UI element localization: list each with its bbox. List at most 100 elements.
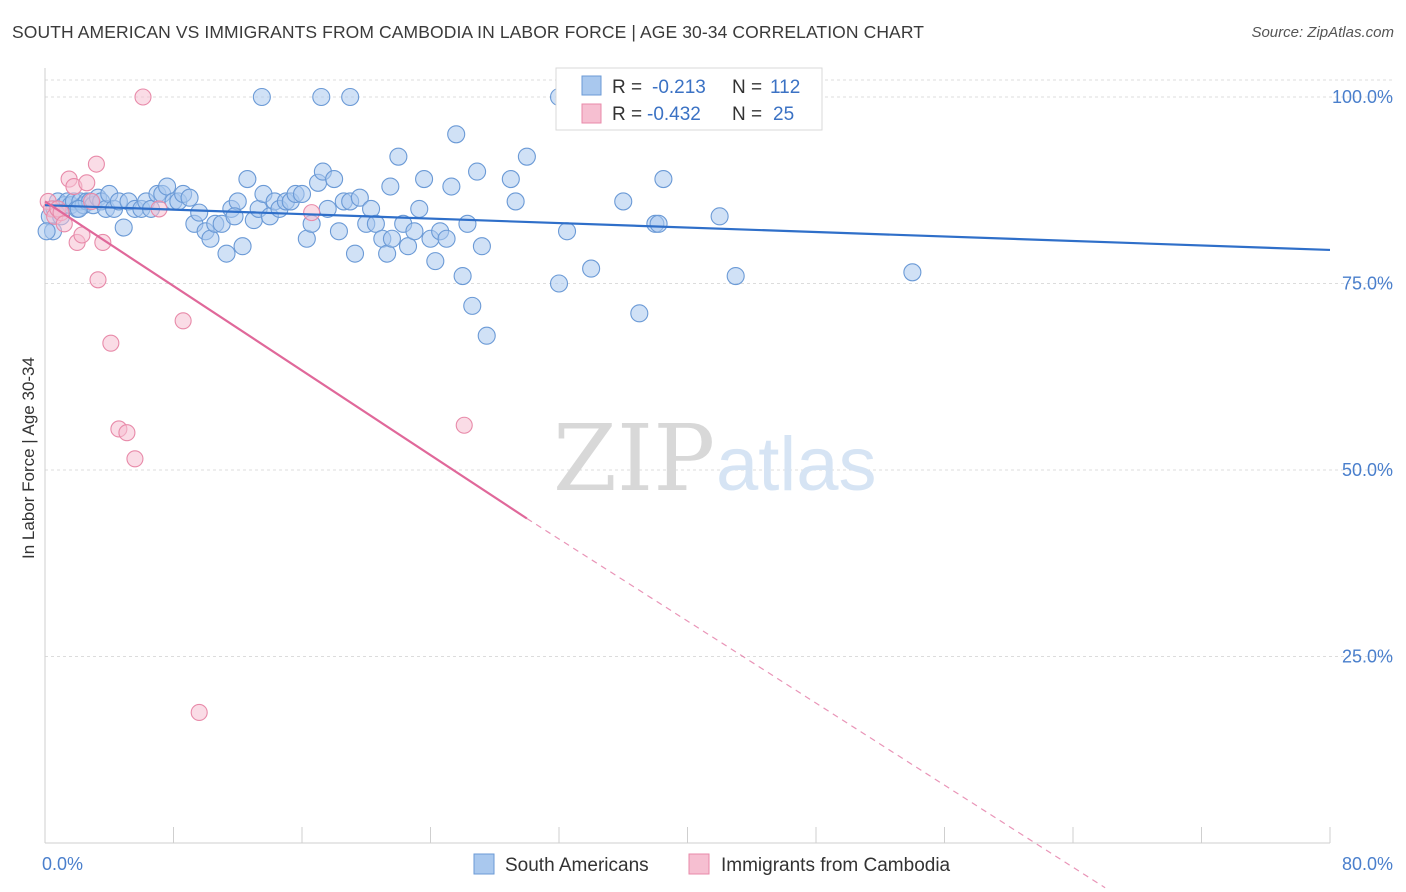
data-point	[389, 147, 408, 166]
data-point	[83, 192, 101, 210]
y-tick-label: 50.0%	[1342, 460, 1393, 480]
data-point	[238, 170, 257, 189]
data-point	[180, 188, 199, 207]
chart-title: SOUTH AMERICAN VS IMMIGRANTS FROM CAMBOD…	[12, 22, 925, 42]
data-point	[252, 87, 271, 107]
data-point	[69, 199, 88, 218]
bottom-legend-swatch-pink	[688, 853, 710, 875]
data-point	[225, 207, 244, 226]
data-point	[447, 125, 466, 144]
y-tick-label: 25.0%	[1342, 647, 1393, 667]
data-point	[726, 266, 745, 286]
data-point	[458, 214, 477, 233]
data-point	[329, 222, 348, 241]
y-tick-label: 75.0%	[1342, 274, 1393, 294]
data-point	[158, 177, 177, 196]
data-point	[649, 214, 668, 233]
data-point	[89, 271, 107, 289]
data-point	[630, 304, 649, 323]
data-point	[426, 252, 445, 271]
legend-n-label: N =	[732, 77, 762, 98]
data-point	[442, 177, 461, 196]
bottom-legend-swatch-blue	[473, 853, 495, 875]
trend-line-cambodia	[44, 200, 528, 520]
legend: R = -0.213 N = 112 R = -0.432 N = 25	[555, 67, 823, 131]
trend-lines	[44, 200, 1331, 889]
trend-line-cambodia-extension	[526, 517, 1106, 889]
series-immigrants-from-cambodia	[39, 88, 473, 722]
bottom-legend-label: South Americans	[505, 855, 649, 876]
data-point	[312, 87, 331, 107]
x-tick-label: 80.0%	[1342, 854, 1393, 874]
legend-r-label: R =	[612, 77, 642, 98]
data-point	[126, 450, 144, 468]
y-axis-label: In Labor Force | Age 30-34	[19, 357, 38, 559]
data-point	[517, 147, 536, 166]
data-point	[381, 177, 400, 196]
data-point	[557, 222, 577, 241]
y-tick-label: 100.0%	[1332, 87, 1393, 107]
legend-swatch-pink	[581, 103, 602, 124]
legend-n-label: N =	[732, 104, 762, 125]
data-point	[217, 244, 236, 263]
data-point	[134, 88, 152, 106]
source-label: Source: ZipAtlas.com	[1251, 24, 1394, 41]
watermark: ZIP atlas	[553, 405, 877, 512]
data-point	[87, 155, 105, 173]
data-point	[654, 170, 673, 189]
data-point	[453, 266, 472, 286]
data-point	[410, 199, 429, 218]
x-tick-label: 0.0%	[42, 854, 83, 874]
data-point	[114, 218, 133, 237]
data-point	[582, 259, 601, 278]
bottom-legend-label: Immigrants from Cambodia	[721, 855, 951, 876]
data-point	[345, 244, 365, 263]
data-point	[303, 204, 321, 222]
data-point	[102, 334, 120, 352]
data-point	[350, 188, 369, 207]
data-point	[190, 703, 208, 722]
data-point	[477, 326, 496, 345]
data-point	[174, 312, 192, 330]
data-point	[55, 215, 73, 233]
bottom-legend: South Americans Immigrants from Cambodia	[473, 853, 951, 876]
legend-n-value: 25	[773, 104, 794, 125]
data-point	[506, 192, 525, 211]
data-point	[549, 274, 569, 293]
watermark-atlas: atlas	[716, 422, 877, 507]
data-point	[614, 192, 633, 211]
x-tick-labels: 0.0% 80.0%	[42, 854, 1393, 874]
data-point	[325, 170, 344, 189]
data-point	[472, 237, 491, 256]
data-point	[382, 229, 402, 248]
data-point	[190, 203, 209, 222]
legend-r-value: -0.213	[652, 77, 706, 98]
data-point	[415, 170, 434, 189]
data-point	[118, 424, 136, 442]
data-point	[903, 263, 922, 282]
data-point	[710, 207, 729, 226]
data-point	[233, 237, 252, 256]
watermark-zip: ZIP	[553, 405, 715, 512]
data-point	[468, 162, 487, 181]
data-point	[398, 237, 418, 256]
data-point	[228, 192, 247, 211]
legend-r-value: -0.432	[647, 104, 701, 125]
data-point	[292, 184, 312, 204]
data-point	[78, 174, 96, 192]
grid-lines	[45, 79, 1395, 657]
data-point	[94, 233, 112, 252]
legend-swatch-blue	[581, 75, 602, 96]
data-point	[341, 87, 360, 107]
data-point	[501, 170, 520, 189]
data-point	[455, 416, 473, 434]
data-point	[366, 214, 385, 233]
data-point	[463, 296, 482, 315]
legend-r-label: R =	[612, 104, 642, 125]
legend-n-value: 112	[770, 77, 800, 98]
trend-line-south-americans	[44, 204, 1331, 252]
data-point	[437, 229, 456, 248]
data-point	[37, 222, 56, 241]
y-tick-labels: 100.0% 75.0% 50.0% 25.0%	[1332, 87, 1393, 667]
